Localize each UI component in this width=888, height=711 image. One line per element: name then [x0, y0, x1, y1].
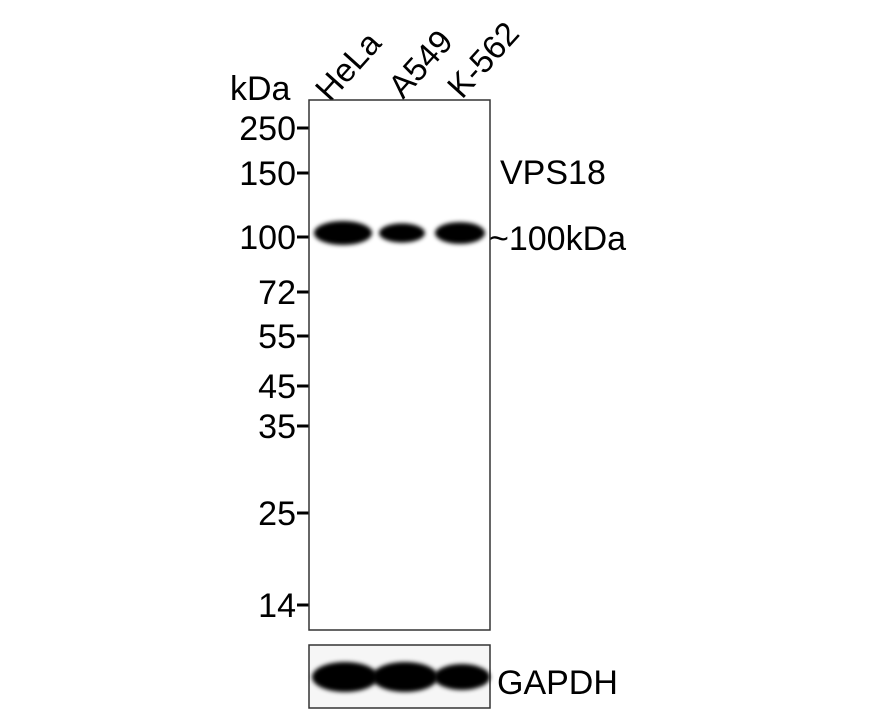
marker-label-25: 25 — [258, 495, 296, 533]
target-protein-label: VPS18 — [500, 154, 606, 192]
marker-label-72: 72 — [258, 274, 296, 312]
main-blot-panel — [308, 99, 491, 631]
kda-unit-label: kDa — [230, 70, 291, 108]
lane-label-k562: K-562 — [440, 14, 526, 104]
lane-labels: HeLa A549 K-562 — [308, 14, 526, 107]
lane-label-a549: A549 — [381, 23, 460, 105]
marker-label-35: 35 — [258, 408, 296, 446]
gapdh-band-k-562 — [434, 664, 490, 690]
band-size-label: ~100kDa — [489, 220, 626, 258]
gapdh-band-a549 — [372, 662, 438, 692]
vps18-band-hela — [314, 221, 372, 245]
gapdh-band-hela — [312, 662, 378, 692]
vps18-band-a549 — [379, 223, 425, 243]
lane-label-hela: HeLa — [308, 24, 389, 108]
marker-label-250: 250 — [239, 110, 296, 148]
marker-label-14: 14 — [258, 587, 296, 625]
marker-label-100: 100 — [239, 219, 296, 257]
marker-label-55: 55 — [258, 318, 296, 356]
vps18-bands — [314, 221, 485, 245]
gapdh-bands — [312, 662, 490, 692]
vps18-band-k-562 — [435, 222, 485, 244]
loading-control-label: GAPDH — [497, 664, 618, 702]
marker-label-150: 150 — [239, 155, 296, 193]
marker-label-45: 45 — [258, 368, 296, 406]
